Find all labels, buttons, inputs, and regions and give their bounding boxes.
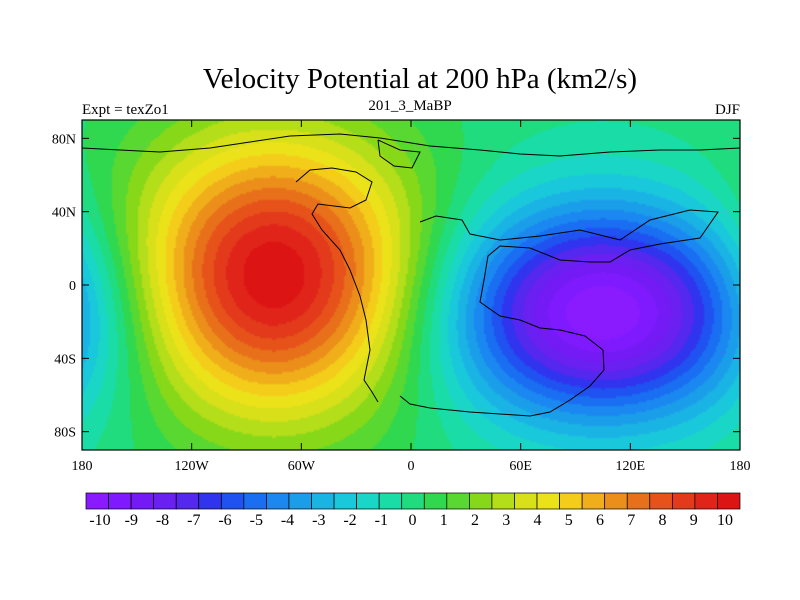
colorbar-label: 8: [659, 512, 667, 529]
colorbar-labels: -10 -9 -8 -7 -6 -5 -4 -3 -2 -1 0 1 2 3 4 5 6 7 8 9 10: [89, 512, 733, 529]
colorbar-swatch: [311, 492, 335, 510]
colorbar-label: -9: [125, 512, 138, 529]
colorbar-swatch: [288, 492, 312, 510]
colorbar-swatch: [604, 492, 628, 510]
chart-title: Velocity Potential at 200 hPa (km2/s): [203, 63, 637, 95]
colorbar-label: 0: [409, 512, 417, 529]
colorbar-swatch: [175, 492, 200, 510]
colorbar-label: -4: [281, 512, 294, 529]
colorbar-label: -7: [187, 512, 200, 529]
x-tick-label: 0: [408, 459, 415, 474]
y-tick-label: 40S: [54, 352, 76, 367]
season-label: DJF: [715, 102, 740, 118]
colorbar-label: -2: [343, 512, 356, 529]
y-tick-label: 80S: [54, 426, 76, 441]
x-tick-label: 120W: [175, 459, 210, 474]
colorbar-swatch: [108, 492, 132, 510]
colorbar-swatch: [153, 492, 177, 510]
colorbar-label: 9: [690, 512, 698, 529]
colorbar-swatch: [85, 492, 109, 510]
colorbar-swatch: [198, 492, 222, 510]
colorbar-swatch: [491, 492, 515, 510]
axis-ticks: 180 120W 60W 0 60E 120E 180 80N 40N 0 40S 80S: [52, 120, 751, 474]
colorbar-swatch: [671, 492, 696, 510]
colorbar-label: -1: [375, 512, 388, 529]
colorbar-swatch: [333, 492, 357, 510]
colorbar-swatch: [401, 492, 425, 510]
y-tick-label: 0: [69, 279, 76, 294]
colorbar-label: 6: [596, 512, 604, 529]
coastline-americas: [295, 167, 379, 403]
colorbar-label: -10: [89, 512, 110, 529]
colorbar-swatch: [356, 492, 380, 510]
colorbar-label: -5: [250, 512, 263, 529]
x-tick-label: 60E: [509, 459, 532, 474]
velocity-potential-field: [82, 120, 740, 450]
colorbar-label: 3: [502, 512, 510, 529]
colorbar-swatch: [581, 492, 606, 510]
experiment-label: Expt = texZo1: [82, 102, 169, 118]
colorbar-swatch: [514, 492, 538, 510]
x-tick-label: 60W: [288, 459, 316, 474]
colorbar-label: 5: [565, 512, 573, 529]
coastline-eurasia-africa: [399, 209, 719, 417]
x-tick-label: 180: [72, 459, 93, 474]
x-tick-label: 120E: [616, 459, 646, 474]
colorbar-swatch: [649, 492, 673, 510]
colorbar-swatch: [423, 492, 448, 510]
y-tick-label: 80N: [52, 132, 76, 147]
colorbar: [85, 492, 741, 510]
colorbar-swatch: [243, 492, 267, 510]
colorbar-swatch: [717, 492, 741, 510]
colorbar-swatch: [559, 492, 583, 510]
run-label: 201_3_MaBP: [368, 98, 451, 114]
colorbar-label: -8: [156, 512, 169, 529]
colorbar-swatch: [266, 492, 290, 510]
coastline-greenland: [377, 139, 421, 169]
colorbar-label: 10: [717, 512, 733, 529]
colorbar-swatch: [536, 492, 560, 510]
colorbar-label: 4: [534, 512, 542, 529]
colorbar-swatch: [469, 492, 493, 510]
colorbar-swatch: [130, 492, 155, 510]
coastline-arctic: [81, 133, 741, 157]
colorbar-swatch: [626, 492, 651, 510]
colorbar-swatch: [694, 492, 718, 510]
colorbar-label: 1: [440, 512, 448, 529]
colorbar-label: -3: [312, 512, 325, 529]
y-tick-label: 40N: [52, 206, 76, 221]
map-panel: 180 120W 60W 0 60E 120E 180 80N 40N 0 40S 80S: [52, 119, 751, 474]
x-tick-label: 180: [730, 459, 751, 474]
colorbar-swatch: [378, 492, 403, 510]
colorbar-label: 2: [471, 512, 479, 529]
colorbar-swatch: [220, 492, 245, 510]
colorbar-label: -6: [218, 512, 231, 529]
colorbar-label: 7: [627, 512, 635, 529]
colorbar-swatch: [446, 492, 470, 510]
